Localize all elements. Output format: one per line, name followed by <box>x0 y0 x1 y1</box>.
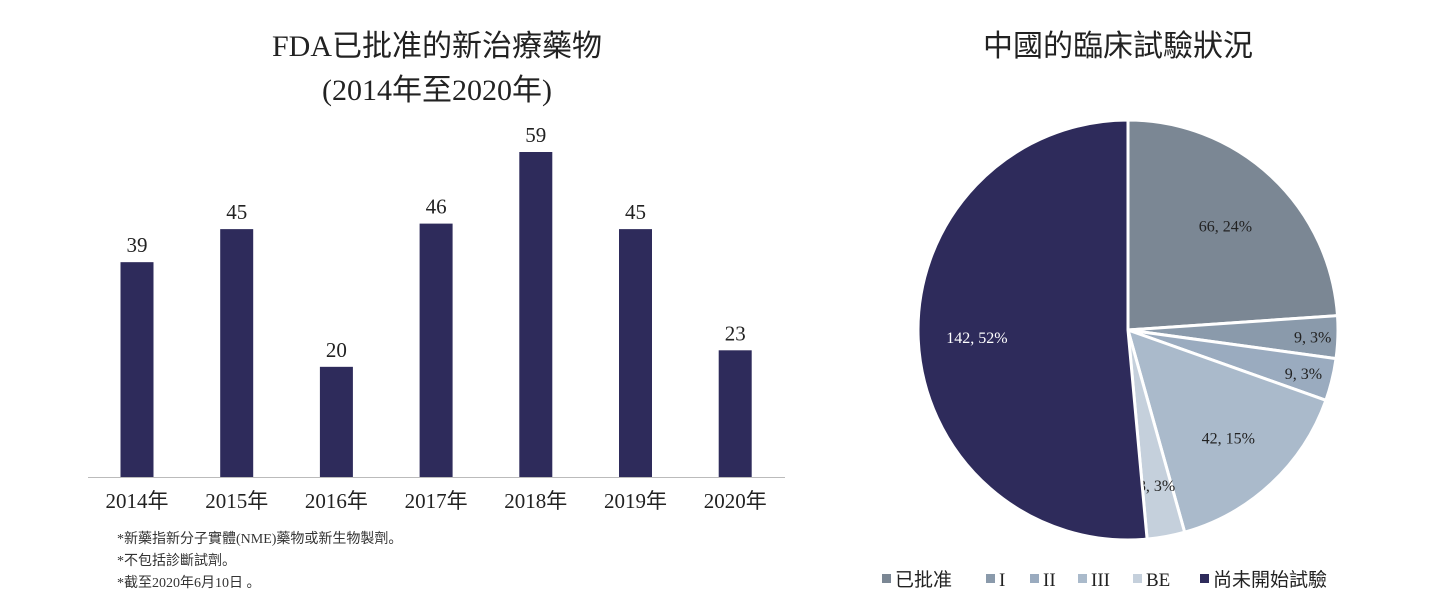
pie-slice-label: 42, 15% <box>1202 430 1255 447</box>
bar <box>619 229 652 477</box>
bar-value-label: 23 <box>725 321 746 345</box>
x-tick-label: 2019年 <box>604 489 667 513</box>
legend-swatch <box>1133 574 1142 583</box>
footnote-3: *截至2020年6月10日 。 <box>117 576 261 591</box>
pie-slice <box>1125 327 1328 535</box>
footnote-2: *不包括診斷試劑。 <box>117 554 236 569</box>
pie-slice-label: 9, 3% <box>1294 329 1331 346</box>
bar-value-label: 59 <box>525 123 546 147</box>
legend-swatch <box>986 574 995 583</box>
bar <box>319 366 353 477</box>
pie-slice <box>1126 118 1340 332</box>
pie-slice-label: 9, 3% <box>1285 366 1322 383</box>
pie-chart-title: 中國的臨床試驗狀況 <box>983 30 1253 63</box>
pie-slice-label: 8, 3% <box>1138 478 1175 495</box>
bar-value-label: 20 <box>326 338 347 362</box>
pie-slice-label: 142, 52% <box>946 330 1007 347</box>
legend-label: 已批准 <box>895 569 952 591</box>
legend-label: II <box>1043 570 1056 591</box>
legend-label: I <box>999 570 1005 591</box>
bar <box>220 229 254 477</box>
footnote-1: *新藥指新分子實體(NME)藥物或新生物製劑。 <box>117 532 403 547</box>
bar-value-label: 46 <box>426 195 447 219</box>
pie-slice <box>916 118 1149 542</box>
legend-label: 尚未開始試驗 <box>1213 569 1327 591</box>
bar <box>419 223 453 477</box>
legend-swatch <box>1078 574 1087 583</box>
legend-swatch <box>1030 574 1039 583</box>
legend-label: III <box>1091 570 1110 591</box>
bar-chart-title: FDA已批准的新治療藥物 <box>272 30 602 63</box>
bar <box>519 152 553 477</box>
bar <box>120 262 154 477</box>
legend-label: BE <box>1146 570 1170 591</box>
legend-swatch <box>882 574 891 583</box>
bar-value-label: 45 <box>226 200 247 224</box>
x-tick-label: 2017年 <box>405 489 468 513</box>
x-tick-label: 2020年 <box>704 489 767 513</box>
bar-chart-subtitle: (2014年至2020年) <box>322 74 552 107</box>
pie-slice-label: 66, 24% <box>1199 219 1252 236</box>
x-tick-label: 2016年 <box>305 489 368 513</box>
legend-swatch <box>1200 574 1209 583</box>
bar-value-label: 45 <box>625 200 646 224</box>
x-tick-label: 2014年 <box>106 489 169 513</box>
bar <box>718 350 752 477</box>
x-tick-label: 2015年 <box>205 489 268 513</box>
x-tick-label: 2018年 <box>504 489 567 513</box>
bar-value-label: 39 <box>127 233 148 257</box>
